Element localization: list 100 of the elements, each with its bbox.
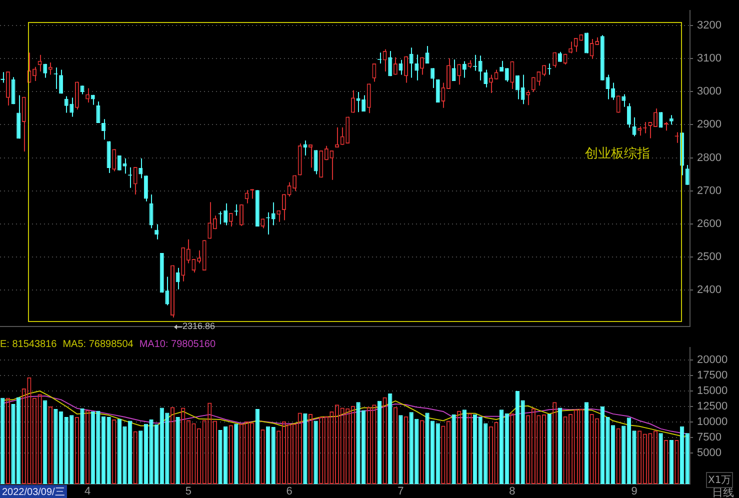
- y-tick-label: 2700: [697, 184, 722, 197]
- x-tick-label: 7: [398, 486, 404, 498]
- candlestick: [446, 58, 450, 90]
- bar: [484, 423, 488, 484]
- bar: [558, 408, 562, 484]
- candlestick: [43, 63, 48, 78]
- candlestick: [176, 267, 180, 290]
- candlestick: [244, 190, 249, 204]
- candlestick: [398, 59, 403, 76]
- candlestick: [96, 101, 100, 124]
- x-tick-label: 9: [631, 486, 638, 498]
- candlestick: [335, 126, 340, 148]
- bar: [425, 412, 430, 484]
- y-tick-label: 2800: [697, 152, 722, 164]
- bar: [356, 402, 360, 484]
- bar: [218, 430, 222, 484]
- bar: [90, 411, 95, 484]
- y-tick-label: 2400: [697, 284, 722, 296]
- bar: [234, 424, 238, 484]
- candlestick: [282, 194, 286, 221]
- candlestick: [654, 108, 658, 128]
- candlestick: [520, 74, 525, 105]
- x-tick-label: 4: [84, 486, 91, 498]
- y-tick-label: 3200: [697, 20, 722, 32]
- annotation: MA10: 79805160: [139, 339, 216, 350]
- bar: [462, 410, 466, 484]
- candlestick: [138, 158, 143, 179]
- candlestick: [350, 90, 355, 114]
- candlestick: [590, 38, 594, 60]
- candlestick: [292, 174, 297, 192]
- candlestick: [685, 164, 690, 186]
- candlestick: [536, 70, 541, 86]
- candlestick: [611, 82, 616, 100]
- candlestick: [462, 60, 466, 78]
- x-tick-label: 5: [185, 486, 192, 498]
- y-tick-label: 2600: [697, 218, 722, 230]
- candlestick: [441, 82, 446, 108]
- candlestick: [362, 94, 366, 112]
- y-tick-label: 5000: [697, 447, 722, 460]
- candlestick: [149, 194, 154, 229]
- candlestick: [622, 94, 626, 108]
- candlestick: [228, 212, 233, 228]
- candlestick: [382, 48, 387, 72]
- candlestick: [510, 60, 514, 90]
- candlestick: [669, 114, 674, 126]
- x-tick-label: 8: [509, 486, 516, 498]
- y-tick-label: 2900: [697, 118, 722, 131]
- y-tick-label: 3000: [697, 86, 722, 98]
- bar: [117, 418, 122, 484]
- candlestick: [366, 83, 371, 114]
- y-tick-label: 12500: [697, 400, 728, 413]
- bar: [80, 408, 84, 484]
- bar: [11, 404, 16, 484]
- candlestick: [22, 96, 26, 152]
- bar: [165, 412, 170, 484]
- bar: [388, 393, 392, 484]
- candlestick: [484, 69, 488, 88]
- bar: [70, 415, 74, 484]
- bar: [409, 412, 414, 484]
- y-tick-label: 7500: [697, 432, 722, 444]
- candlestick: [303, 140, 308, 156]
- candlestick: [32, 66, 36, 82]
- bar: [452, 414, 456, 484]
- y-axis-title: X1万: [706, 472, 734, 488]
- candlestick: [224, 202, 228, 226]
- bar: [414, 418, 419, 484]
- candlestick: [59, 69, 64, 94]
- bar: [584, 402, 589, 484]
- candlestick: [70, 97, 74, 118]
- candlestick: [133, 166, 138, 195]
- candlestick: [154, 224, 159, 240]
- bar: [303, 413, 308, 484]
- annotation: 创业板综指: [585, 146, 650, 162]
- candlestick: [430, 68, 435, 88]
- y-tick-label: 3100: [697, 52, 722, 65]
- bar: [0, 398, 5, 484]
- annotation: E: 81543816: [0, 339, 57, 350]
- bar: [16, 397, 21, 484]
- text: 2022/03/09/三: [0, 485, 67, 498]
- candlestick: [122, 158, 127, 174]
- bar: [669, 440, 674, 484]
- candlestick: [393, 56, 398, 76]
- y-tick-label: 10000: [697, 416, 728, 428]
- candlestick: [606, 74, 610, 100]
- candlestick: [457, 64, 462, 86]
- candlestick: [425, 45, 430, 64]
- candlestick: [340, 126, 344, 146]
- annotation: MA5: 76898504: [62, 339, 134, 350]
- candlestick: [414, 54, 419, 81]
- y-tick-label: 2500: [697, 250, 722, 263]
- bar: [600, 406, 604, 484]
- candlestick: [488, 74, 493, 94]
- candlestick: [330, 150, 334, 180]
- bar: [377, 400, 382, 484]
- candlestick: [516, 74, 520, 100]
- bar: [314, 420, 318, 484]
- bar: [398, 415, 403, 484]
- bar: [176, 417, 180, 484]
- candlestick: [372, 63, 376, 82]
- bar: [362, 410, 366, 484]
